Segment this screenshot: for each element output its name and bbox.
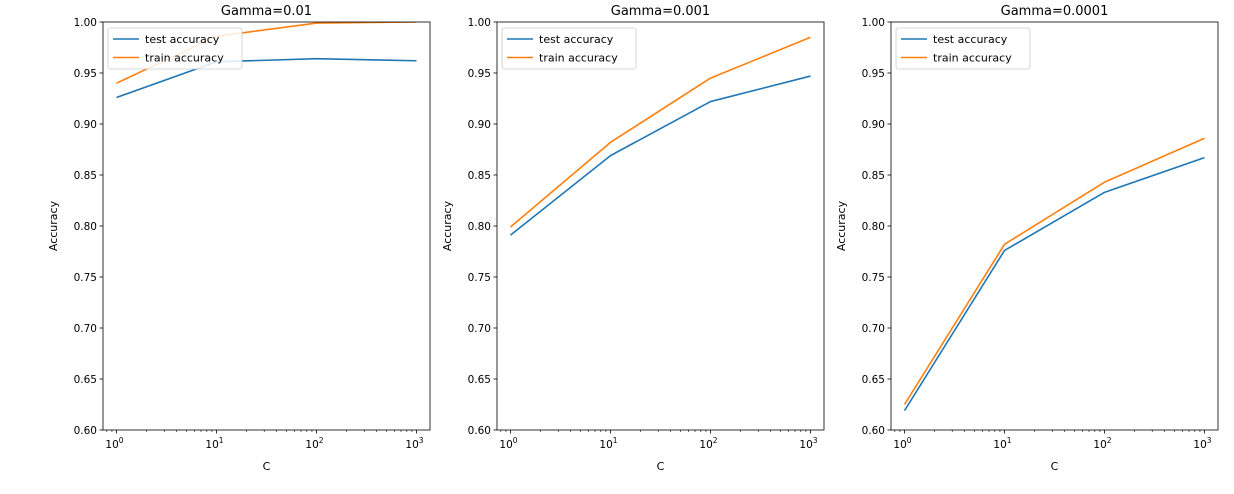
chart-title: Gamma=0.01 xyxy=(221,4,312,19)
legend: test accuracy train accuracy xyxy=(107,27,243,70)
y-tick-label: 0.70 xyxy=(862,323,885,335)
x-tick-label: 102 xyxy=(1093,436,1111,451)
legend-entry: train accuracy xyxy=(145,52,224,65)
series-lines xyxy=(903,137,1205,412)
x-tick-label: 101 xyxy=(599,436,617,451)
chart-title: Gamma=0.0001 xyxy=(1001,4,1109,19)
axes-frame xyxy=(496,21,825,431)
legend-entry: test accuracy xyxy=(539,33,614,46)
y-axis-label: Accuracy xyxy=(47,200,60,251)
y-tick-label: 0.80 xyxy=(74,221,97,233)
x-axis-label: C xyxy=(263,460,271,473)
y-tick-label: 1.00 xyxy=(468,17,491,29)
legend-entry: test accuracy xyxy=(145,33,220,46)
axes-frame xyxy=(890,21,1219,431)
legend: test accuracy train accuracy xyxy=(895,27,1031,70)
x-tick-label: 102 xyxy=(699,436,717,451)
y-tick-label: 0.95 xyxy=(862,68,885,80)
y-tick-label: 0.90 xyxy=(862,119,885,131)
subplot-gamma-0-001: 0.60 0.65 0.70 0.75 0.80 0.85 0.90 0.95 1.00 100 1… xyxy=(441,4,825,473)
y-tick-label: 0.60 xyxy=(468,425,491,437)
chart-title: Gamma=0.001 xyxy=(611,4,710,19)
y-axis-label: Accuracy xyxy=(835,200,848,251)
y-tick-label: 0.65 xyxy=(862,374,885,386)
legend-entry: train accuracy xyxy=(933,52,1012,65)
x-tick-label: 103 xyxy=(799,436,817,451)
y-tick-label: 0.80 xyxy=(468,221,491,233)
legend: test accuracy train accuracy xyxy=(501,27,637,70)
y-tick-label: 0.75 xyxy=(74,272,97,284)
y-tick-label: 0.65 xyxy=(74,374,97,386)
series-line-train-accuracy xyxy=(509,36,811,228)
y-tick-label: 0.90 xyxy=(468,119,491,131)
y-tick-label: 0.90 xyxy=(74,119,97,131)
legend-box xyxy=(107,27,243,70)
series-line-test-accuracy xyxy=(903,156,1205,412)
x-axis-label: C xyxy=(1051,460,1059,473)
x-tick-label: 103 xyxy=(405,436,423,451)
y-tick-label: 0.65 xyxy=(468,374,491,386)
x-tick-label: 100 xyxy=(893,436,911,451)
legend-box xyxy=(501,27,637,70)
legend-box xyxy=(895,27,1031,70)
y-tick-label: 0.85 xyxy=(74,170,97,182)
axes-frame xyxy=(102,21,431,431)
y-axis-label: Accuracy xyxy=(441,200,454,251)
series-lines xyxy=(509,36,811,236)
y-tick-label: 0.70 xyxy=(468,323,491,335)
y-tick-label: 0.70 xyxy=(74,323,97,335)
series-line-test-accuracy xyxy=(510,75,811,236)
x-axis-label: C xyxy=(657,460,665,473)
y-tick-label: 0.75 xyxy=(468,272,491,284)
series-line-test-accuracy xyxy=(116,57,417,99)
x-tick-label: 101 xyxy=(993,436,1011,451)
x-tick-label: 101 xyxy=(205,436,223,451)
y-tick-label: 0.85 xyxy=(468,170,491,182)
x-tick-label: 100 xyxy=(499,436,517,451)
y-tick-label: 0.95 xyxy=(74,68,97,80)
y-tick-label: 0.85 xyxy=(862,170,885,182)
y-tick-label: 0.60 xyxy=(74,425,97,437)
y-tick-label: 1.00 xyxy=(74,17,97,29)
series-line-train-accuracy xyxy=(903,137,1205,405)
y-tick-label: 1.00 xyxy=(862,17,885,29)
y-tick-label: 0.60 xyxy=(862,425,885,437)
y-tick-label: 0.95 xyxy=(468,68,491,80)
subplot-gamma-0-01: 0.60 0.65 0.70 0.75 0.80 0.85 0.90 0.95 1.00 100 1… xyxy=(47,4,431,473)
legend-entry: train accuracy xyxy=(539,52,618,65)
x-tick-label: 100 xyxy=(105,436,123,451)
y-tick-label: 0.75 xyxy=(862,272,885,284)
subplot-gamma-0-0001: 0.60 0.65 0.70 0.75 0.80 0.85 0.90 0.95 1.00 100 1… xyxy=(835,4,1219,473)
x-tick-label: 102 xyxy=(305,436,323,451)
y-tick-label: 0.80 xyxy=(862,221,885,233)
legend-entry: test accuracy xyxy=(933,33,1008,46)
x-tick-label: 103 xyxy=(1193,436,1211,451)
